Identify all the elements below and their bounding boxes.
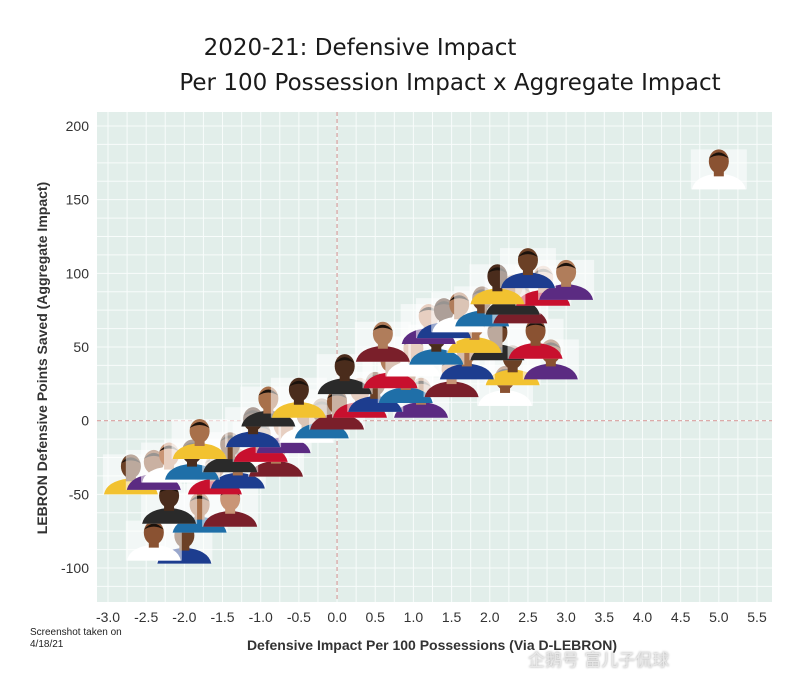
y-axis-label: LEBRON Defensive Points Saved (Aggregate…: [34, 182, 50, 534]
screenshot-note: Screenshot taken on 4/18/21: [30, 627, 122, 650]
y-tick-label: 200: [66, 118, 90, 134]
y-tick-label: -50: [69, 486, 89, 502]
player-headshot-point: [270, 377, 327, 418]
x-tick-label: 0.5: [366, 609, 386, 625]
x-tick-label: -1.5: [210, 609, 234, 625]
y-tick-label: -100: [61, 560, 89, 576]
y-tick-label: 100: [66, 265, 90, 281]
x-axis-label: Defensive Impact Per 100 Possessions (Vi…: [247, 637, 617, 653]
x-tick-label: 0.0: [327, 609, 347, 625]
x-tick-label: -2.5: [134, 609, 158, 625]
chart-title: 2020-21: Defensive Impact: [203, 35, 517, 61]
x-tick-label: 1.5: [442, 609, 462, 625]
x-tick-label: 4.0: [633, 609, 653, 625]
x-tick-label: 5.5: [747, 609, 767, 625]
y-tick-label: 150: [66, 192, 90, 208]
x-tick-label: 4.5: [671, 609, 691, 625]
x-tick-label: 5.0: [709, 609, 729, 625]
y-axis-ticks: -100 -50 0 50 100 150 200: [61, 118, 89, 576]
x-tick-label: -1.0: [249, 609, 273, 625]
data-points: [102, 149, 747, 564]
player-headshot-point: [507, 318, 564, 359]
x-tick-label: 2.0: [480, 609, 500, 625]
x-axis-ticks: -3.0 -2.5 -2.0 -1.5 -1.0 -0.5 0.0 0.5 1.0 1.5 2.0 2…: [96, 609, 767, 625]
player-headshot-point: [171, 418, 228, 459]
x-tick-label: 3.0: [556, 609, 576, 625]
y-tick-label: 0: [81, 413, 89, 429]
x-tick-label: 2.5: [518, 609, 538, 625]
watermark: 企鹅号 富儿子侃球: [528, 651, 670, 671]
x-tick-label: 1.0: [404, 609, 424, 625]
x-tick-label: -2.0: [172, 609, 196, 625]
player-headshot-point: [690, 149, 747, 190]
y-tick-label: 50: [73, 339, 89, 355]
chart-subtitle: Per 100 Possession Impact x Aggregate Im…: [179, 70, 721, 96]
player-headshot-point: [125, 520, 182, 561]
x-tick-label: -0.5: [287, 609, 311, 625]
player-headshot-point: [499, 248, 556, 289]
x-tick-label: 3.5: [595, 609, 615, 625]
x-tick-label: -3.0: [96, 609, 120, 625]
